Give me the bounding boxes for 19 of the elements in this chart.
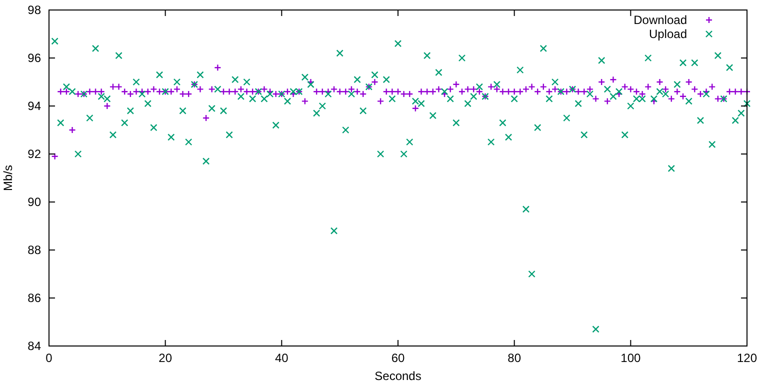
- y-tick-label: 98: [28, 3, 42, 17]
- y-axis-title: Mb/s: [1, 164, 15, 192]
- x-axis-title: Seconds: [374, 369, 422, 383]
- x-tick-label: 120: [736, 351, 758, 365]
- y-tick-label: 92: [28, 147, 42, 161]
- x-tick-label: 20: [158, 351, 172, 365]
- x-tick-label: 60: [391, 351, 405, 365]
- y-tick-label: 90: [28, 195, 42, 209]
- y-tick-label: 96: [28, 51, 42, 65]
- x-tick-label: 0: [46, 351, 53, 365]
- x-tick-label: 80: [508, 351, 522, 365]
- x-tick-label: 100: [620, 351, 641, 365]
- y-tick-label: 94: [28, 99, 42, 113]
- legend-label: Download: [634, 13, 687, 27]
- y-tick-label: 84: [28, 339, 42, 353]
- y-tick-label: 86: [28, 291, 42, 305]
- legend-label: Upload: [648, 27, 687, 41]
- x-tick-label: 40: [274, 351, 289, 365]
- y-tick-label: 88: [28, 243, 42, 257]
